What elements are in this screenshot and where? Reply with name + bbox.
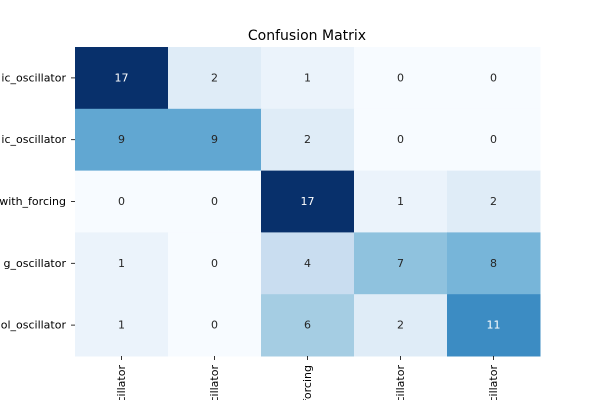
cell-value-label-r4-c0: 1 xyxy=(118,319,125,332)
cell-value-label-r0-c4: 0 xyxy=(490,71,497,84)
cell-value-label-r1-c3: 0 xyxy=(397,133,404,146)
heatmap-cell-r3-c2 xyxy=(261,232,355,295)
heatmap-cell-r0-c1 xyxy=(168,47,262,110)
cell-value-label-r1-c2: 2 xyxy=(304,133,311,146)
chart-title: Confusion Matrix xyxy=(248,28,366,44)
column-label-1: cillator xyxy=(208,365,221,400)
heatmap-cell-r0-c4 xyxy=(447,47,541,110)
heatmap-cell-r3-c4 xyxy=(447,232,541,295)
cell-value-label-r3-c4: 8 xyxy=(490,257,497,270)
column-labels: cillator cillator forcing cillator cillator xyxy=(115,356,500,400)
heatmap-cell-r1-c1 xyxy=(168,108,262,172)
heatmap-cell-r1-c3 xyxy=(354,108,448,172)
heatmap-cell-r2-c0 xyxy=(75,170,169,233)
cell-value-label-r1-c4: 0 xyxy=(490,133,497,146)
cell-value-label-r0-c0: 17 xyxy=(115,71,129,84)
cell-value-label-r2-c4: 2 xyxy=(490,195,497,208)
cell-value-label-r2-c1: 0 xyxy=(211,195,218,208)
heatmap-cell-r0-c0 xyxy=(75,47,169,110)
cell-value-label-r1-c0: 9 xyxy=(118,133,125,146)
row-labels: ic_oscillator ic_oscillator with_forcing g_… xyxy=(0,71,75,332)
row-label-3: g_oscillator xyxy=(4,257,67,270)
heatmap-cell-r4-c3 xyxy=(354,294,448,357)
cell-value-label-r4-c1: 0 xyxy=(211,319,218,332)
cell-value-label-r3-c0: 1 xyxy=(118,257,125,270)
cell-value-label-r3-c3: 7 xyxy=(397,257,404,270)
heatmap-cell-r4-c2 xyxy=(261,294,355,357)
heatmap-cell-r3-c0 xyxy=(75,232,169,295)
column-label-0: cillator xyxy=(115,365,128,400)
heatmap-cell-r1-c4 xyxy=(447,108,541,172)
cell-value-label-r2-c0: 0 xyxy=(118,195,125,208)
column-label-4: cillator xyxy=(487,365,500,400)
cell-value-label-r4-c2: 6 xyxy=(304,319,311,332)
heatmap-cell-r2-c2 xyxy=(261,170,355,233)
cell-value-label-r2-c3: 1 xyxy=(397,195,404,208)
heatmap-cell-r2-c3 xyxy=(354,170,448,233)
row-label-4: ol_oscillator xyxy=(1,319,67,332)
cell-value-label-r0-c1: 2 xyxy=(211,71,218,84)
row-label-1: ic_oscillator xyxy=(1,133,66,146)
cell-value-label-r3-c2: 4 xyxy=(304,257,311,270)
heatmap-cell-r1-c0 xyxy=(75,108,169,172)
cell-value-label-r2-c2: 17 xyxy=(301,195,315,208)
heatmap-cell-r3-c3 xyxy=(354,232,448,295)
heatmap-cell-r4-c4 xyxy=(447,294,541,357)
heatmap-cell-r0-c3 xyxy=(354,47,448,110)
row-label-0: ic_oscillator xyxy=(1,71,66,84)
column-label-3: cillator xyxy=(394,365,407,400)
heatmap-cell-r2-c1 xyxy=(168,170,262,233)
heatmap-cell-r1-c2 xyxy=(261,108,355,172)
heatmap-cells: 17 2 1 0 09 9 2 0 00 0 17 1 21 0 4 7 81 0 6 2 11 xyxy=(75,47,541,357)
cell-value-label-r1-c1: 9 xyxy=(211,133,218,146)
heatmap-cell-r3-c1 xyxy=(168,232,262,295)
column-label-2: forcing xyxy=(301,365,314,400)
heatmap-cell-r0-c2 xyxy=(261,47,355,110)
heatmap-cell-r2-c4 xyxy=(447,170,541,233)
cell-value-label-r4-c3: 2 xyxy=(397,319,404,332)
heatmap-cell-r4-c0 xyxy=(75,294,169,357)
cell-value-label-r0-c2: 1 xyxy=(304,71,311,84)
cell-value-label-r3-c1: 0 xyxy=(211,257,218,270)
heatmap-cell-r4-c1 xyxy=(168,294,262,357)
row-label-2: with_forcing xyxy=(0,195,66,208)
cell-value-label-r4-c4: 11 xyxy=(487,319,501,332)
cell-value-label-r0-c3: 0 xyxy=(397,71,404,84)
